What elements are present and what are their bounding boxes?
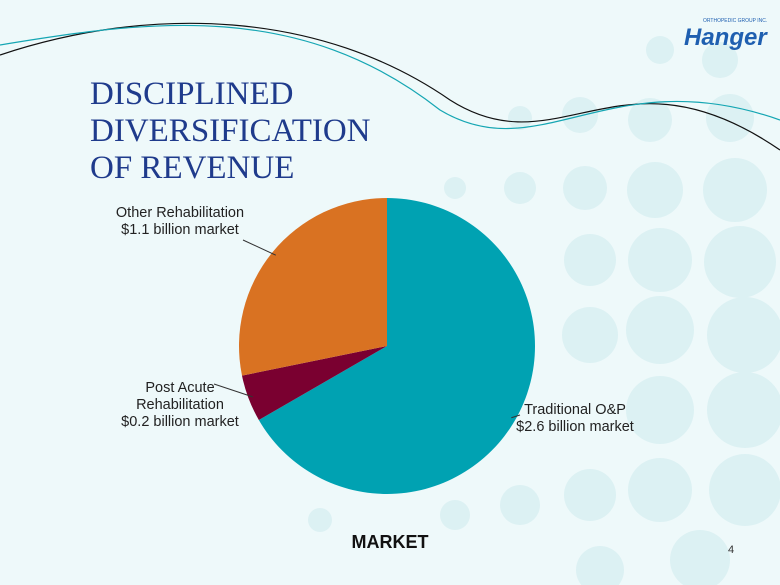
wave — [0, 22, 780, 151]
pie-slice — [239, 198, 387, 376]
chart-title: DISCIPLINED DIVERSIFICATION OF REVENUE — [90, 76, 371, 186]
slice-label: Other Rehabilitation — [115, 205, 245, 221]
leader-line — [511, 414, 521, 419]
page-number: 4 — [728, 544, 735, 556]
slice-label: Traditional O&P — [524, 402, 626, 418]
chart-label: MARKET — [351, 532, 429, 552]
brand-logo: Hanger — [684, 24, 767, 51]
leader-line — [213, 383, 253, 398]
pie — [213, 198, 535, 494]
pie-slice — [258, 198, 535, 494]
value-label: $0.2 billion market — [121, 414, 239, 430]
slice-label: Post Acute Rehabilitation — [136, 380, 224, 413]
leader-line — [242, 239, 277, 256]
value-label: $2.6 billion market — [516, 419, 634, 435]
decoration — [308, 36, 780, 585]
wave — [0, 24, 780, 130]
brand-tagline: ORTHOPEDIC GROUP INC. — [703, 18, 768, 24]
pie-slice — [241, 346, 387, 420]
value-label: $1.1 billion market — [121, 222, 239, 238]
